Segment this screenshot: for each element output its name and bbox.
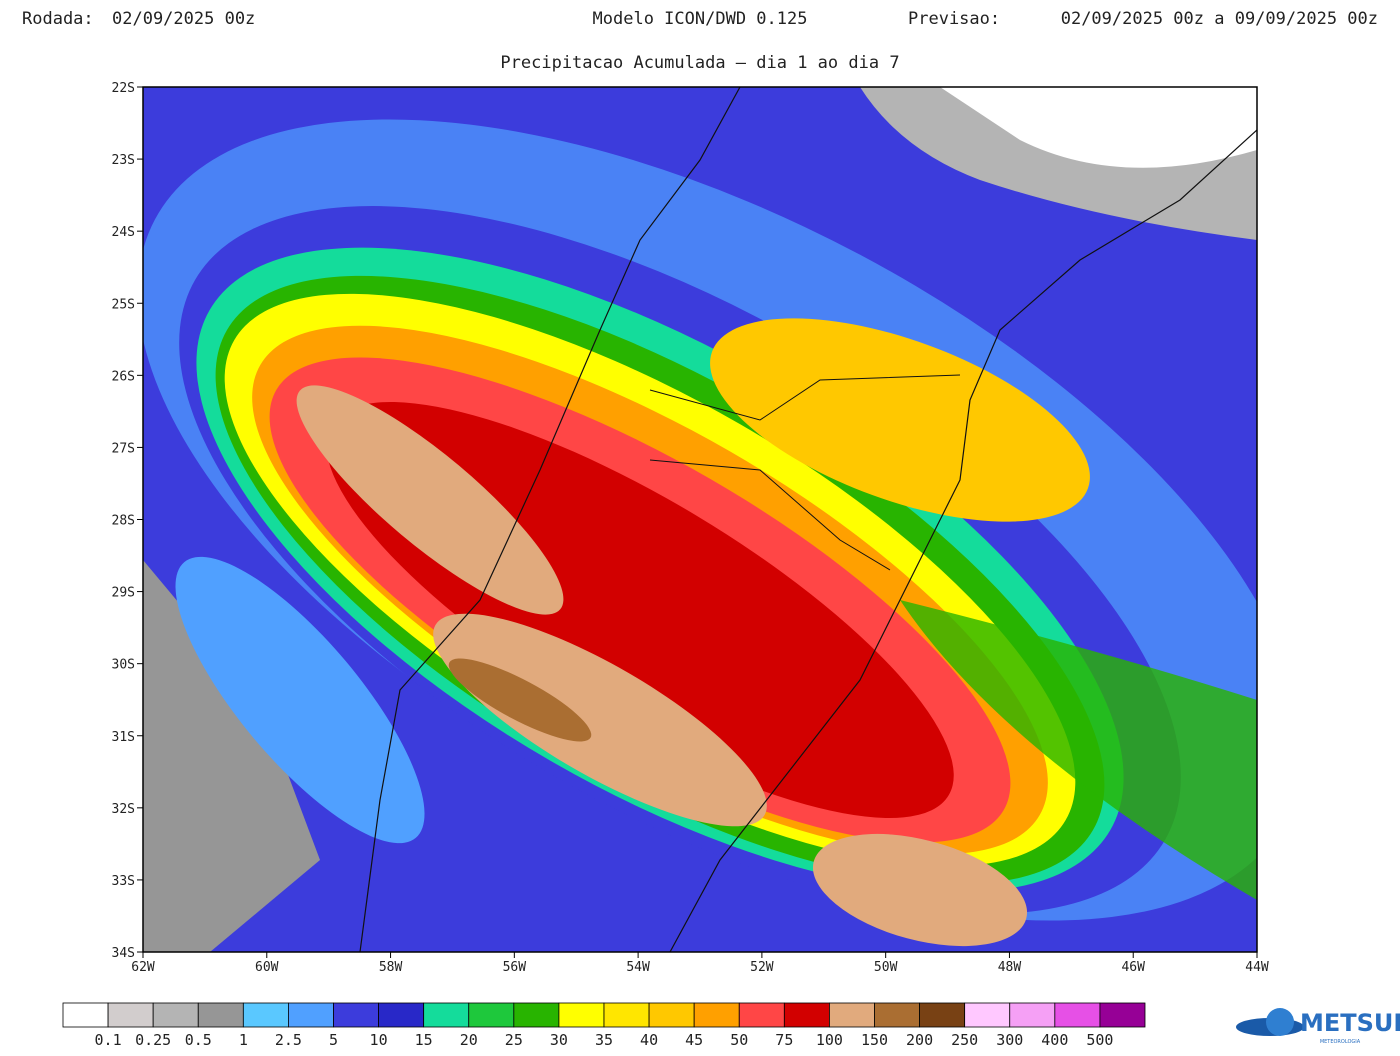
lon-label: 50W [874, 960, 898, 975]
logo: METSUL METEOROLOGIA [1236, 1008, 1400, 1045]
forecast-value: 02/09/2025 00z a 09/09/2025 00z [1061, 9, 1378, 29]
colorbar-label: 250 [951, 1031, 978, 1049]
run-value: 02/09/2025 00z [112, 9, 255, 29]
colorbar-label: 200 [906, 1031, 933, 1049]
lat-label: 31S [112, 730, 135, 745]
logo-tagline: METEOROLOGIA [1320, 1039, 1361, 1045]
colorbar-swatch [874, 1002, 920, 1028]
logo-name: METSUL [1300, 1009, 1400, 1037]
colorbar-label: 2.5 [275, 1031, 302, 1049]
colorbar-label: 40 [640, 1031, 658, 1049]
precipitation-field [143, 87, 1257, 952]
colorbar-swatch [693, 1002, 740, 1028]
colorbar-swatch [107, 1002, 154, 1028]
lat-label: 27S [112, 441, 135, 456]
colorbar-swatch [62, 1002, 109, 1028]
lat-label: 24S [112, 225, 135, 240]
model-name: Modelo ICON/DWD 0.125 [593, 9, 808, 29]
colorbar-label: 0.1 [95, 1031, 122, 1049]
colorbar-swatch [603, 1002, 650, 1028]
lat-label: 23S [112, 153, 135, 168]
colorbar-swatch [288, 1002, 334, 1028]
colorbar-swatch [738, 1002, 785, 1028]
colorbar-swatch [333, 1002, 379, 1028]
colorbar-label: 400 [1041, 1031, 1068, 1049]
colorbar-label: 35 [595, 1031, 613, 1049]
colorbar-swatch [423, 1002, 470, 1028]
colorbar-swatch [783, 1002, 830, 1028]
colorbar-swatch [152, 1002, 199, 1028]
lon-label: 56W [503, 960, 527, 975]
run-label: Rodada: [22, 9, 94, 29]
lat-label: 26S [112, 369, 135, 384]
colorbar-label: 75 [775, 1031, 793, 1049]
colorbar-label: 0.5 [185, 1031, 212, 1049]
colorbar-swatch [1054, 1002, 1101, 1028]
lat-label: 33S [112, 874, 135, 889]
lat-label: 22S [112, 81, 135, 96]
colorbar-label: 15 [415, 1031, 433, 1049]
colorbar-swatch [829, 1002, 875, 1028]
colorbar-swatch [919, 1002, 966, 1028]
lon-label: 54W [626, 960, 650, 975]
lat-label: 28S [112, 514, 135, 529]
lon-label: 52W [750, 960, 774, 975]
lat-label: 34S [112, 946, 135, 961]
colorbar-label: 100 [816, 1031, 843, 1049]
colorbar-swatch [1009, 1002, 1056, 1028]
lon-label: 48W [998, 960, 1022, 975]
lon-label: 46W [1121, 960, 1145, 975]
colorbar-label: 500 [1086, 1031, 1113, 1049]
colorbar-label: 150 [861, 1031, 888, 1049]
lon-label: 58W [379, 960, 403, 975]
colorbar-label: 20 [460, 1031, 478, 1049]
lon-label: 44W [1245, 960, 1269, 975]
colorbar-swatch [648, 1002, 695, 1028]
colorbar-label: 25 [505, 1031, 523, 1049]
subtitle: Precipitacao Acumulada — dia 1 ao dia 7 [500, 53, 899, 73]
forecast-label: Previsao: [908, 9, 1000, 29]
logo-globe [1266, 1008, 1294, 1036]
lat-label: 30S [112, 658, 135, 673]
lat-label: 32S [112, 802, 135, 817]
lon-label: 60W [255, 960, 279, 975]
colorbar-swatch [378, 1002, 425, 1028]
lon-label: 62W [131, 960, 155, 975]
lat-label: 25S [112, 297, 135, 312]
colorbar-label: 50 [730, 1031, 748, 1049]
colorbar-label: 300 [996, 1031, 1023, 1049]
lat-label: 29S [112, 586, 135, 601]
colorbar-swatch [558, 1002, 605, 1028]
colorbar-swatch [197, 1002, 244, 1028]
colorbar-label: 1 [239, 1031, 248, 1049]
colorbar-label: 45 [685, 1031, 703, 1049]
colorbar-label: 5 [329, 1031, 338, 1049]
colorbar-swatch [1099, 1002, 1146, 1028]
colorbar-swatch [513, 1002, 560, 1028]
colorbar-swatch [964, 1002, 1011, 1028]
colorbar-label: 30 [550, 1031, 568, 1049]
colorbar-label: 0.25 [135, 1031, 171, 1049]
colorbar-swatch [242, 1002, 289, 1028]
colorbar-swatch [468, 1002, 515, 1028]
colorbar-label: 10 [370, 1031, 388, 1049]
